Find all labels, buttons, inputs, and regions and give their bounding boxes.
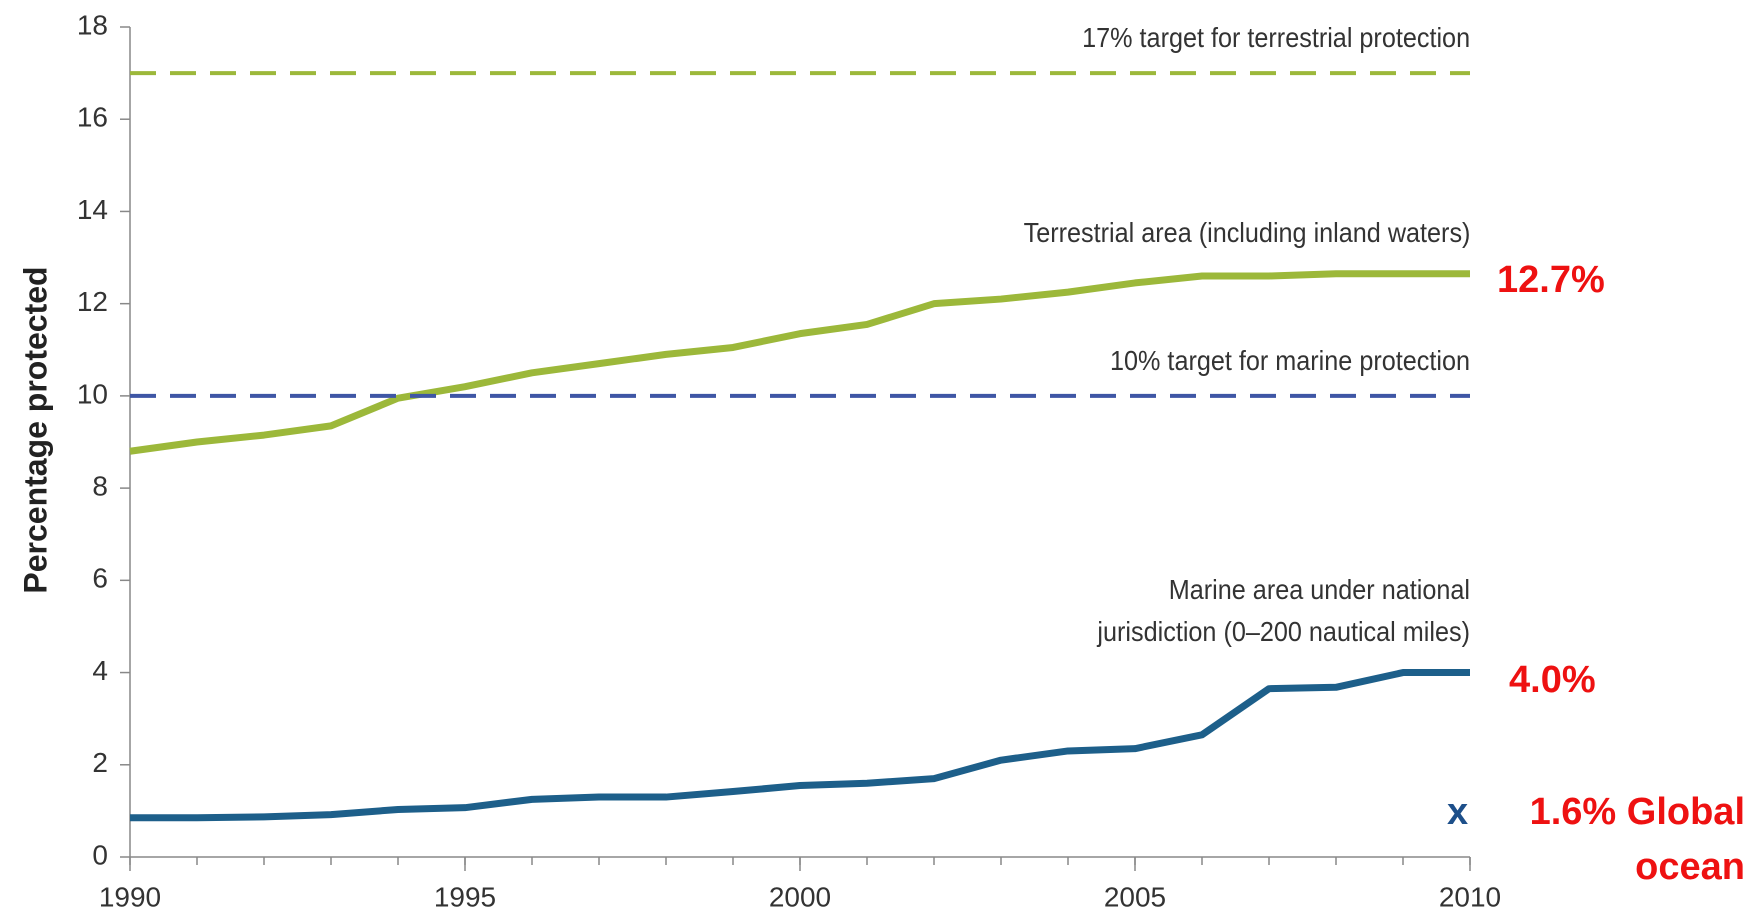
annotation: 1.6% Global ocean xyxy=(1529,791,1745,888)
y-tick-label: 2 xyxy=(92,747,108,778)
y-tick-label: 16 xyxy=(77,102,108,133)
y-tick-label: 4 xyxy=(92,655,108,686)
series-label: 10% target for marine protection xyxy=(1110,344,1470,376)
x-tick-label: 1995 xyxy=(434,881,496,912)
series-label: Marine area under national jurisdiction … xyxy=(1097,573,1470,647)
annotation: 4.0% xyxy=(1509,659,1596,701)
annotation: x xyxy=(1447,791,1469,833)
series-label: 17% target for terrestrial protection xyxy=(1082,22,1470,54)
annotation: 12.7% xyxy=(1497,259,1605,301)
series-line xyxy=(130,669,1470,822)
y-tick-label: 18 xyxy=(77,9,108,40)
y-tick-label: 12 xyxy=(77,286,108,317)
series-line xyxy=(129,270,1470,455)
y-tick-label: 0 xyxy=(92,839,108,870)
y-tick-label: 10 xyxy=(77,378,108,409)
x-tick-label: 1990 xyxy=(99,881,161,912)
y-tick-label: 14 xyxy=(77,194,108,225)
x-tick-label: 2005 xyxy=(1104,881,1166,912)
series-label: Terrestrial area (including inland water… xyxy=(1023,216,1470,248)
x-tick-label: 2000 xyxy=(769,881,831,912)
y-axis-label: Percentage protected xyxy=(17,266,53,593)
x-tick-label: 2010 xyxy=(1439,881,1501,912)
y-tick-label: 8 xyxy=(92,471,108,502)
y-tick-label: 6 xyxy=(92,563,108,594)
